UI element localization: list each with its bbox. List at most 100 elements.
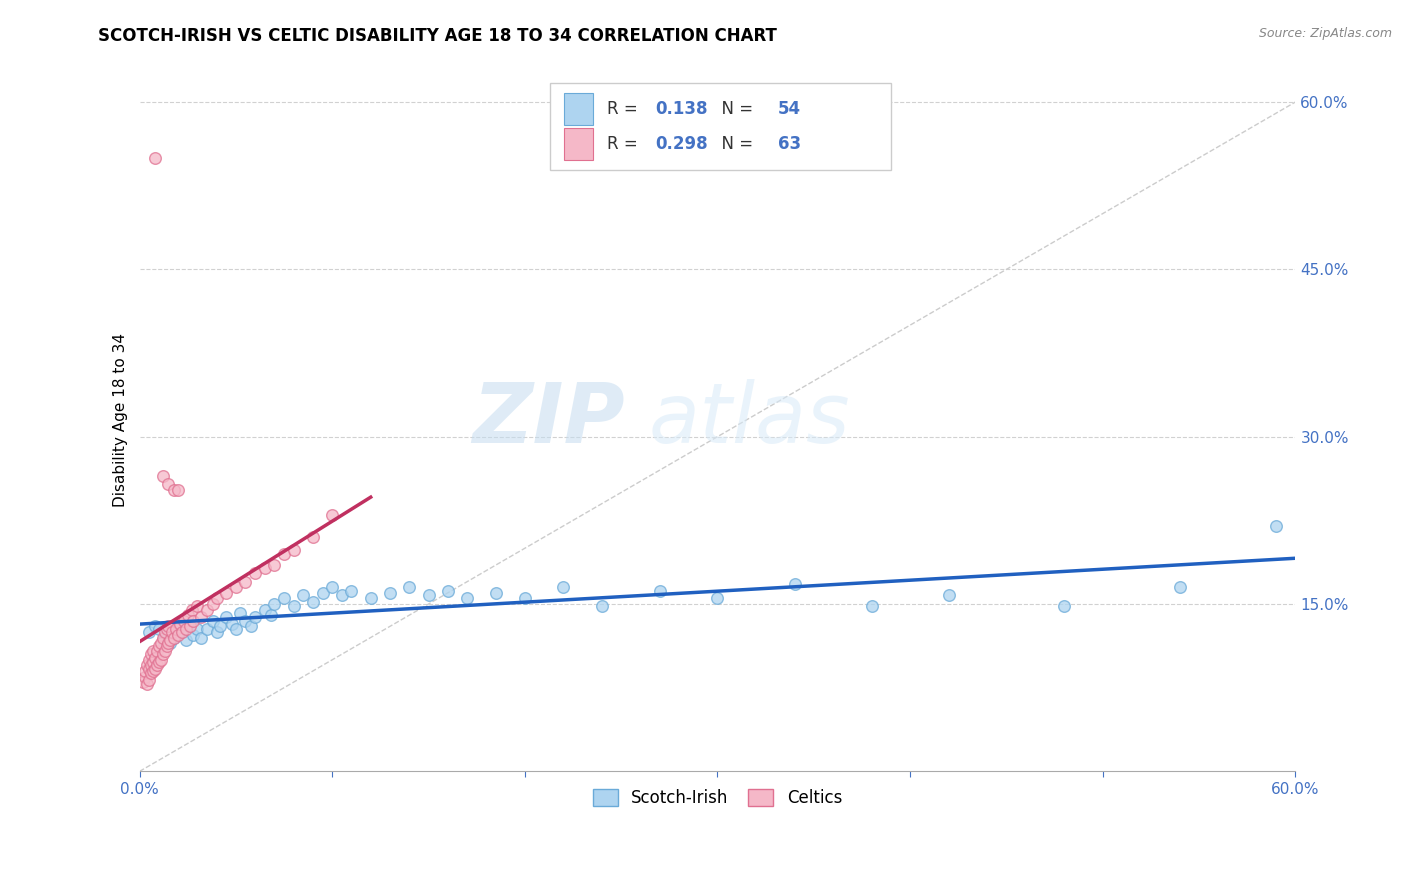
Point bbox=[146, 644, 169, 658]
Point bbox=[190, 631, 212, 645]
Point bbox=[591, 599, 613, 614]
Point bbox=[152, 631, 174, 645]
Point bbox=[340, 583, 363, 598]
Point bbox=[228, 606, 250, 620]
Text: 54: 54 bbox=[778, 100, 801, 118]
Point bbox=[157, 476, 180, 491]
Point bbox=[157, 619, 180, 633]
Point bbox=[153, 644, 176, 658]
Point bbox=[143, 619, 166, 633]
Text: 0.298: 0.298 bbox=[655, 135, 707, 153]
Point bbox=[149, 653, 172, 667]
Point bbox=[148, 640, 170, 654]
Point bbox=[139, 666, 162, 681]
Point bbox=[142, 664, 165, 678]
Text: R =: R = bbox=[606, 100, 643, 118]
Y-axis label: Disability Age 18 to 34: Disability Age 18 to 34 bbox=[114, 333, 128, 507]
Point bbox=[148, 655, 170, 669]
Point bbox=[253, 561, 276, 575]
Point bbox=[243, 610, 266, 624]
Point bbox=[152, 632, 174, 647]
Text: N =: N = bbox=[710, 135, 758, 153]
Text: 63: 63 bbox=[778, 135, 801, 153]
Point bbox=[648, 583, 671, 598]
Point bbox=[485, 586, 508, 600]
Point bbox=[180, 602, 202, 616]
Point bbox=[157, 636, 180, 650]
Point bbox=[143, 662, 166, 676]
Point bbox=[138, 673, 160, 687]
Point bbox=[302, 595, 325, 609]
Point bbox=[283, 543, 305, 558]
Text: N =: N = bbox=[710, 100, 758, 118]
Point bbox=[195, 622, 218, 636]
Point bbox=[153, 624, 176, 639]
Point bbox=[553, 580, 575, 594]
Point bbox=[139, 647, 162, 661]
Text: ZIP: ZIP bbox=[472, 379, 626, 460]
Point bbox=[215, 610, 238, 624]
Point bbox=[273, 591, 295, 606]
Point bbox=[159, 632, 181, 647]
Point bbox=[860, 599, 883, 614]
Point bbox=[149, 636, 172, 650]
Point bbox=[513, 591, 536, 606]
Point bbox=[176, 619, 198, 633]
Point bbox=[159, 636, 181, 650]
Point bbox=[169, 617, 191, 632]
Point bbox=[302, 530, 325, 544]
Point bbox=[398, 580, 420, 594]
Point bbox=[235, 574, 257, 589]
Point bbox=[170, 624, 193, 639]
Point bbox=[783, 577, 806, 591]
Point bbox=[259, 608, 281, 623]
Point bbox=[138, 662, 160, 676]
Point bbox=[311, 586, 333, 600]
Text: 0.138: 0.138 bbox=[655, 100, 707, 118]
Bar bbox=[564, 128, 593, 160]
Point bbox=[173, 614, 195, 628]
Point bbox=[143, 650, 166, 665]
Point bbox=[263, 558, 285, 572]
Point bbox=[146, 658, 169, 673]
Point bbox=[330, 588, 353, 602]
Point bbox=[167, 628, 190, 642]
Point bbox=[142, 644, 165, 658]
Point bbox=[139, 658, 162, 673]
Point bbox=[221, 617, 243, 632]
Point bbox=[142, 655, 165, 669]
Point bbox=[167, 483, 190, 498]
Text: SCOTCH-IRISH VS CELTIC DISABILITY AGE 18 TO 34 CORRELATION CHART: SCOTCH-IRISH VS CELTIC DISABILITY AGE 18… bbox=[98, 27, 778, 45]
Point bbox=[155, 640, 177, 654]
Point bbox=[205, 591, 228, 606]
Point bbox=[174, 622, 197, 636]
Point bbox=[418, 588, 440, 602]
Point bbox=[174, 632, 197, 647]
Point bbox=[152, 468, 174, 483]
Point bbox=[235, 614, 257, 628]
Point bbox=[283, 599, 305, 614]
Point bbox=[138, 624, 160, 639]
Bar bbox=[550, 83, 891, 170]
Point bbox=[205, 624, 228, 639]
Point bbox=[360, 591, 382, 606]
Point bbox=[148, 622, 170, 636]
Point bbox=[132, 675, 155, 690]
Point bbox=[143, 151, 166, 165]
Point bbox=[436, 583, 458, 598]
Point bbox=[938, 588, 960, 602]
Point bbox=[201, 597, 224, 611]
Point bbox=[201, 614, 224, 628]
Point bbox=[134, 664, 156, 678]
Point bbox=[186, 599, 208, 614]
Point bbox=[163, 483, 186, 498]
Point bbox=[136, 677, 159, 691]
Point bbox=[157, 628, 180, 642]
Point bbox=[183, 628, 205, 642]
Point bbox=[179, 619, 201, 633]
Point bbox=[136, 658, 159, 673]
Point bbox=[215, 586, 238, 600]
Legend: Scotch-Irish, Celtics: Scotch-Irish, Celtics bbox=[585, 780, 851, 816]
Point bbox=[195, 602, 218, 616]
Point bbox=[321, 580, 343, 594]
